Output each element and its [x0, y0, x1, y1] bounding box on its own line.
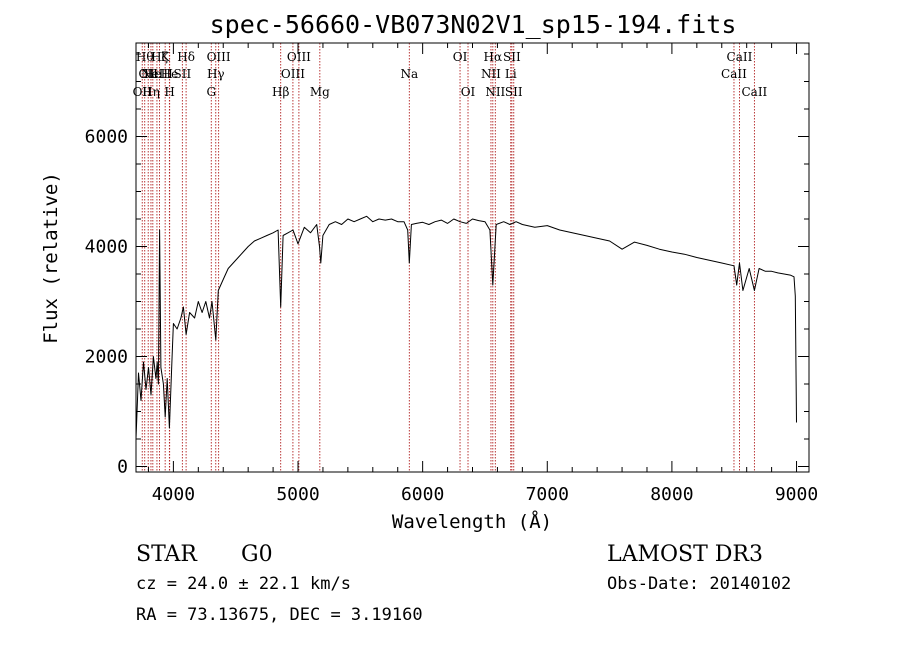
x-tick-label: 6000 [401, 484, 444, 505]
line-label: Hδ [177, 50, 195, 64]
line-label: Mg [310, 85, 330, 99]
line-label: H [164, 85, 174, 99]
y-tick-label: 6000 [85, 127, 128, 148]
line-label: NII [481, 67, 501, 81]
line-label: OI [453, 50, 468, 64]
y-axis-ticks: 0 2000 4000 6000 [85, 53, 809, 478]
chart-title: spec-56660-VB073N02V1_sp15-194.fits [210, 10, 737, 39]
line-label: SII [505, 85, 523, 99]
line-label: SII [503, 50, 521, 64]
y-axis-label: Flux (relative) [40, 172, 62, 344]
y-tick-label: 4000 [85, 237, 128, 258]
x-axis-label: Wavelength (Å) [392, 510, 552, 533]
x-tick-label: 9000 [775, 484, 818, 505]
plot-frame [135, 42, 810, 473]
line-label: CaII [721, 67, 747, 81]
info-panel: STAR G0 LAMOST DR3 cz = 24.0 ± 22.1 km/s… [136, 542, 791, 625]
line-labels: OIIHθOIIHηHeNeIIIHζKHeHSIIHδGHγOIIIHβOII… [133, 50, 768, 99]
line-label: He [161, 67, 179, 81]
line-label: Na [400, 67, 418, 81]
y-tick-label: 2000 [85, 347, 128, 368]
line-label: Hγ [207, 67, 225, 81]
observation-date: Obs-Date: 20140102 [607, 574, 791, 594]
x-axis-ticks: 4000 5000 6000 7000 8000 9000 [147, 43, 818, 505]
x-tick-label: 4000 [152, 484, 195, 505]
line-label: OIII [207, 50, 231, 64]
line-label: NII [485, 85, 505, 99]
line-label: He [144, 67, 162, 81]
line-label: SII [174, 67, 192, 81]
line-label: NeIII [141, 67, 173, 81]
line-label: Hβ [272, 85, 289, 99]
line-label: Li [505, 67, 517, 81]
line-label: Hη [142, 85, 160, 99]
x-tick-label: 7000 [526, 484, 569, 505]
line-label: OIII [281, 67, 305, 81]
spectral-subclass: G0 [241, 542, 273, 567]
spectrum-line [135, 215, 797, 440]
x-tick-label: 5000 [276, 484, 319, 505]
line-label: OII [133, 85, 153, 99]
redshift-velocity: cz = 24.0 ± 22.1 km/s [136, 574, 351, 594]
sky-coordinates: RA = 73.13675, DEC = 3.19160 [136, 605, 423, 625]
line-markers [141, 43, 755, 472]
survey-name: LAMOST DR3 [607, 542, 763, 567]
line-label: Hζ [151, 50, 168, 64]
line-label: Hα [484, 50, 503, 64]
y-tick-label: 0 [117, 457, 128, 478]
line-label: OIII [287, 50, 311, 64]
x-tick-label: 8000 [650, 484, 693, 505]
line-label: CaII [727, 50, 753, 64]
line-label: K [161, 50, 171, 64]
line-label: OII [139, 67, 159, 81]
line-label: CaII [741, 85, 767, 99]
object-class: STAR [136, 542, 198, 567]
line-label: G [206, 85, 216, 99]
line-label: OI [461, 85, 476, 99]
